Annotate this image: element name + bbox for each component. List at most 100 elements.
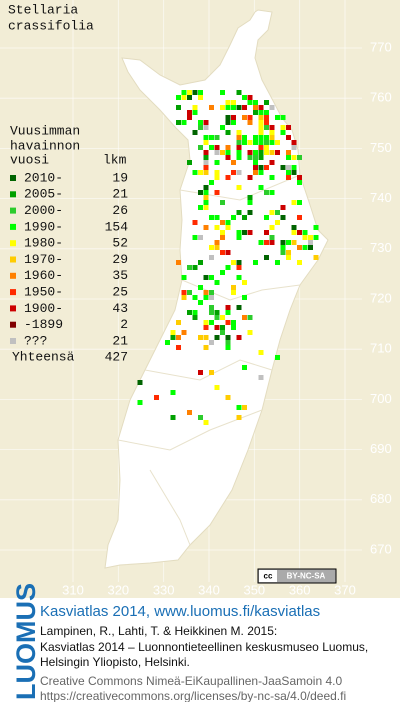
occurrence-square — [269, 175, 275, 180]
occurrence-square — [302, 230, 308, 235]
occurrence-square — [247, 195, 253, 200]
occurrence-square — [258, 145, 264, 150]
badge-text: BY-NC-SA — [287, 572, 326, 581]
occurrence-square — [231, 120, 236, 125]
legend-count: 25 — [112, 285, 128, 300]
occurrence-square — [209, 145, 214, 150]
occurrence-square — [203, 150, 209, 155]
logo: LUOMUS — [11, 583, 41, 700]
occurrence-square — [198, 145, 203, 150]
occurrence-square — [165, 340, 170, 345]
legend-total: 427 — [105, 350, 128, 365]
occurrence-square — [258, 135, 264, 140]
occurrence-square — [198, 120, 203, 125]
occurrence-square — [247, 155, 253, 160]
occurrence-square — [286, 250, 291, 255]
occurrence-square — [231, 285, 236, 290]
occurrence-square — [209, 255, 214, 260]
occurrence-square — [269, 190, 275, 195]
occurrence-square — [203, 195, 209, 200]
legend-label: 2005- — [24, 187, 63, 202]
occurrence-square — [220, 150, 225, 155]
occurrence-square — [203, 140, 209, 145]
occurrence-square — [214, 245, 220, 250]
occurrence-square — [198, 95, 203, 100]
occurrence-square — [214, 145, 220, 150]
occurrence-square — [242, 295, 247, 300]
occurrence-square — [264, 230, 269, 235]
occurrence-square — [231, 215, 236, 220]
occurrence-square — [231, 260, 236, 265]
occurrence-square — [264, 110, 269, 115]
occurrence-square — [214, 385, 220, 390]
occurrence-square — [269, 160, 275, 165]
occurrence-square — [220, 230, 225, 235]
occurrence-square — [291, 170, 297, 175]
x-grid-label: 340 — [198, 582, 220, 597]
occurrence-square — [253, 100, 258, 105]
occurrence-square — [220, 325, 225, 330]
occurrence-square — [313, 255, 319, 260]
occurrence-square — [242, 115, 247, 120]
occurrence-square — [225, 320, 231, 325]
x-grid-label: 350 — [243, 582, 265, 597]
occurrence-square — [242, 315, 247, 320]
occurrence-square — [209, 320, 214, 325]
occurrence-square — [264, 125, 269, 130]
y-grid-label: 670 — [370, 541, 392, 556]
occurrence-square — [181, 295, 187, 300]
occurrence-square — [176, 95, 181, 100]
occurrence-square — [225, 305, 231, 310]
occurrence-square — [192, 315, 198, 320]
occurrence-square — [203, 190, 209, 195]
occurrence-square — [275, 260, 280, 265]
occurrence-square — [203, 335, 209, 340]
occurrence-square — [220, 200, 225, 205]
occurrence-square — [209, 295, 214, 300]
occurrence-square — [280, 240, 286, 245]
occurrence-square — [203, 135, 209, 140]
occurrence-square — [286, 170, 291, 175]
occurrence-square — [236, 145, 242, 150]
legend-label: -1899 — [24, 317, 63, 332]
occurrence-square — [209, 310, 214, 315]
footer-link[interactable]: Kasviatlas 2014, www.luomus.fi/kasviatla… — [40, 603, 320, 620]
occurrence-square — [225, 395, 231, 400]
occurrence-square — [236, 275, 242, 280]
occurrence-square — [258, 115, 264, 120]
occurrence-square — [225, 145, 231, 150]
occurrence-square — [275, 220, 280, 225]
legend-label: 1960- — [24, 268, 63, 283]
occurrence-square — [170, 330, 176, 335]
occurrence-square — [209, 275, 214, 280]
occurrence-square — [209, 135, 214, 140]
occurrence-square — [269, 150, 275, 155]
occurrence-square — [247, 150, 253, 155]
legend-count: 2 — [120, 317, 128, 332]
legend-swatch — [10, 256, 16, 263]
occurrence-square — [214, 325, 220, 330]
occurrence-square — [297, 215, 302, 220]
occurrence-square — [187, 90, 192, 95]
occurrence-square — [258, 350, 264, 355]
occurrence-square — [203, 125, 209, 130]
occurrence-square — [198, 235, 203, 240]
legend: 2010- 19 2005- 21 2000- 26 1990- 154 1980- 52 1970… — [10, 170, 128, 365]
occurrence-square — [253, 170, 258, 175]
occurrence-square — [264, 240, 269, 245]
occurrence-square — [220, 125, 225, 130]
occurrence-square — [231, 100, 236, 105]
occurrence-square — [231, 290, 236, 295]
legend-count: 43 — [112, 301, 128, 316]
occurrence-square — [214, 170, 220, 175]
occurrence-square — [269, 240, 275, 245]
license-url[interactable]: https://creativecommons.org/licenses/by-… — [40, 689, 346, 703]
occurrence-square — [280, 205, 286, 210]
occurrence-square — [302, 245, 308, 250]
occurrence-square — [203, 170, 209, 175]
occurrence-square — [269, 235, 275, 240]
occurrence-squares — [137, 90, 319, 425]
occurrence-square — [242, 95, 247, 100]
y-grid-label: 730 — [370, 240, 392, 255]
occurrence-square — [225, 220, 231, 225]
